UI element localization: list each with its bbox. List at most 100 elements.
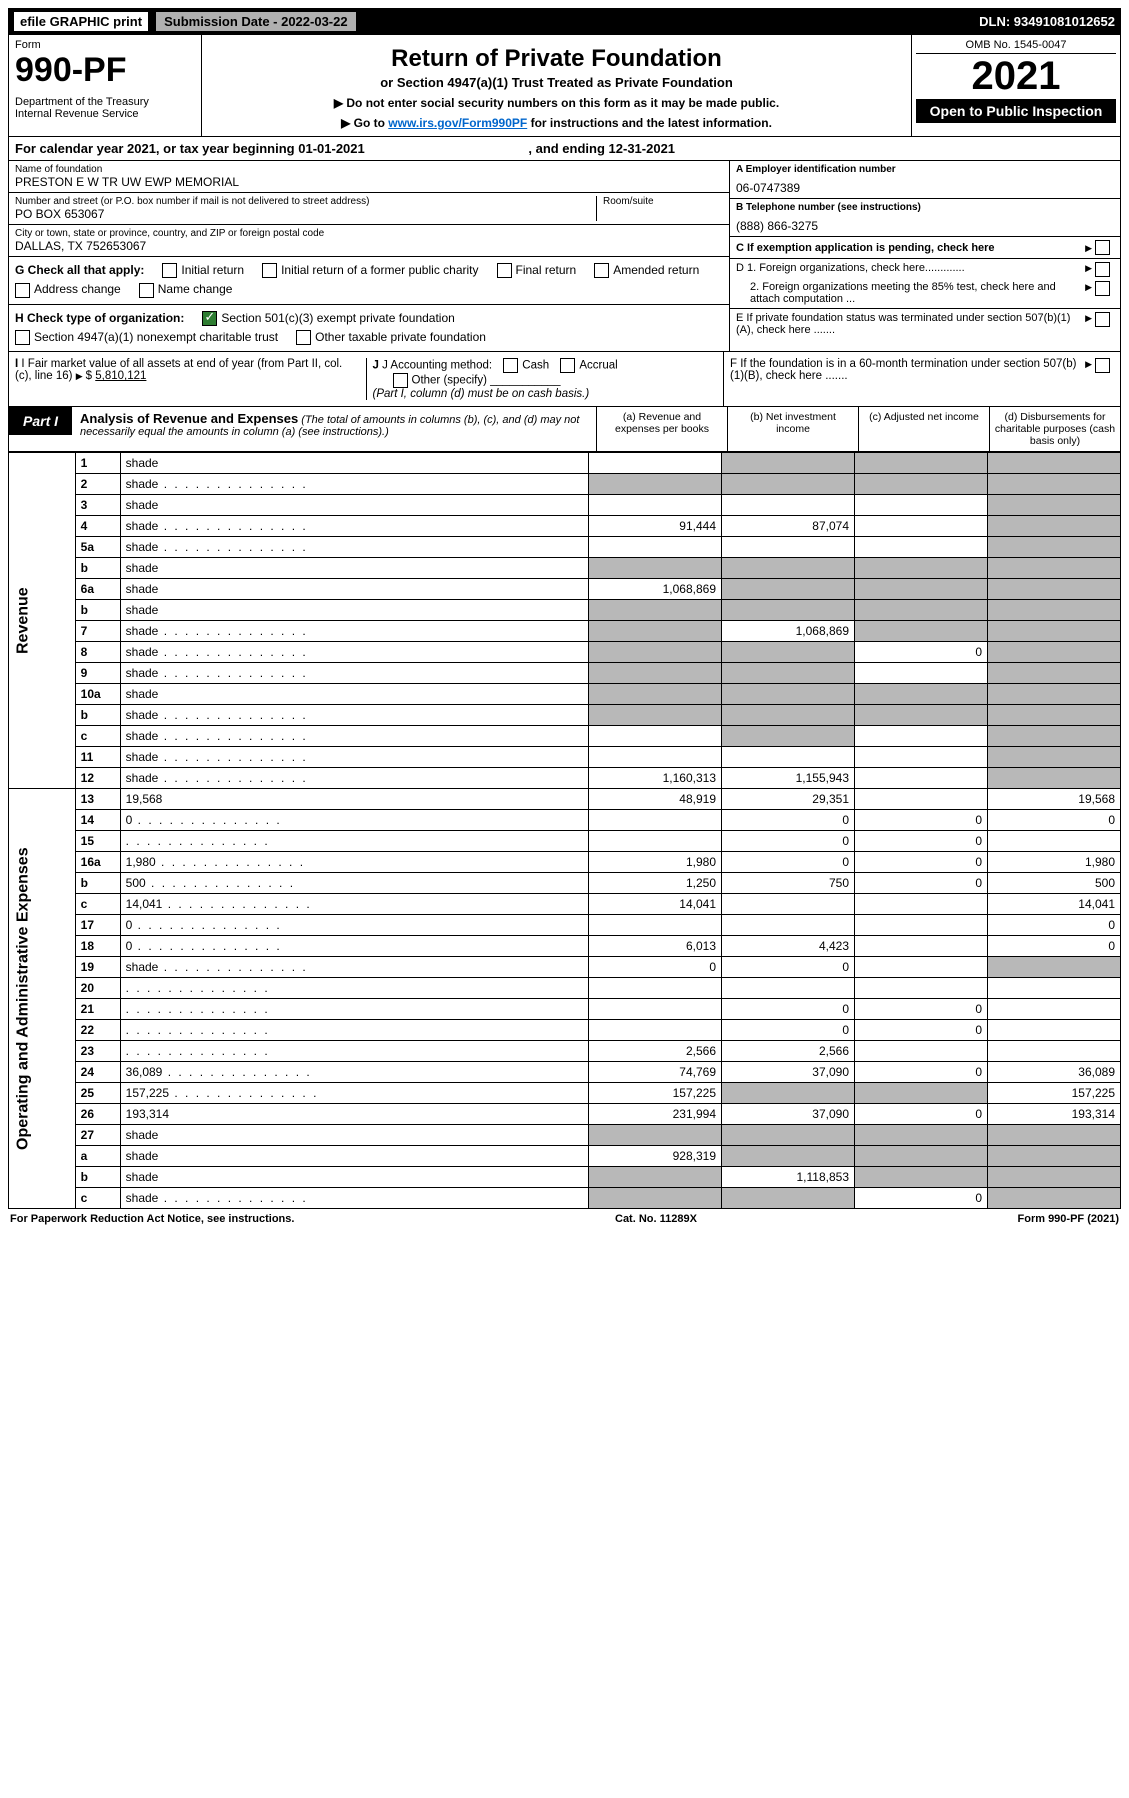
cell-b: 37,090 xyxy=(722,1104,855,1125)
table-row: 232,5662,566 xyxy=(9,1041,1121,1062)
row-number: 11 xyxy=(75,747,120,768)
cell-c xyxy=(855,621,988,642)
part1-label: Part I xyxy=(9,407,72,435)
cell-c xyxy=(855,936,988,957)
row-number: 6a xyxy=(75,579,120,600)
g-initial-former[interactable]: Initial return of a former public charit… xyxy=(262,263,478,278)
cell-b xyxy=(722,537,855,558)
header-left: Form 990-PF Department of the Treasury I… xyxy=(9,35,202,136)
cell-b: 0 xyxy=(722,957,855,978)
cell-d xyxy=(988,999,1121,1020)
table-row: cshade0 xyxy=(9,1188,1121,1209)
cell-d xyxy=(988,663,1121,684)
cell-a: 74,769 xyxy=(589,1062,722,1083)
table-row: 1806,0134,4230 xyxy=(9,936,1121,957)
cell-b xyxy=(722,1125,855,1146)
cell-c xyxy=(855,894,988,915)
h-501c3[interactable]: Section 501(c)(3) exempt private foundat… xyxy=(202,311,454,326)
cell-d xyxy=(988,705,1121,726)
cell-a: 91,444 xyxy=(589,516,722,537)
g-amended[interactable]: Amended return xyxy=(594,263,699,278)
j-cell: J J Accounting method: Cash Accrual Othe… xyxy=(367,358,718,400)
h-4947[interactable]: Section 4947(a)(1) nonexempt charitable … xyxy=(15,330,278,345)
ijf-row: I I Fair market value of all assets at e… xyxy=(8,352,1121,407)
row-number: c xyxy=(75,894,120,915)
row-number: 12 xyxy=(75,768,120,789)
g-address[interactable]: Address change xyxy=(15,282,121,297)
j-accrual[interactable] xyxy=(560,358,575,373)
f-checkbox[interactable] xyxy=(1095,358,1110,373)
form-label: Form xyxy=(15,39,195,51)
g-final[interactable]: Final return xyxy=(497,263,577,278)
d1-checkbox[interactable] xyxy=(1095,262,1110,277)
cell-b xyxy=(722,726,855,747)
cell-d xyxy=(988,726,1121,747)
cell-d xyxy=(988,831,1121,852)
cell-c: 0 xyxy=(855,1020,988,1041)
cell-a xyxy=(589,747,722,768)
cell-d xyxy=(988,600,1121,621)
entity-info: Name of foundation PRESTON E W TR UW EWP… xyxy=(8,161,1121,352)
cell-d: 500 xyxy=(988,873,1121,894)
header-right: OMB No. 1545-0047 2021 Open to Public In… xyxy=(911,35,1120,136)
table-row: 2436,08974,76937,090036,089 xyxy=(9,1062,1121,1083)
submission-date: Submission Date - 2022-03-22 xyxy=(156,12,356,31)
row-number: 5a xyxy=(75,537,120,558)
g-initial[interactable]: Initial return xyxy=(162,263,244,278)
cell-d: 157,225 xyxy=(988,1083,1121,1104)
cell-b xyxy=(722,1083,855,1104)
h-other[interactable]: Other taxable private foundation xyxy=(296,330,486,345)
row-desc xyxy=(120,999,588,1020)
footer-left: For Paperwork Reduction Act Notice, see … xyxy=(10,1213,294,1225)
cell-b: 1,068,869 xyxy=(722,621,855,642)
cell-d xyxy=(988,1167,1121,1188)
table-row: 3shade xyxy=(9,495,1121,516)
footer-mid: Cat. No. 11289X xyxy=(615,1213,697,1225)
cell-b: 0 xyxy=(722,831,855,852)
row-desc: 1,980 xyxy=(120,852,588,873)
col-headers: (a) Revenue and expenses per books (b) N… xyxy=(596,407,1120,451)
row-number: 7 xyxy=(75,621,120,642)
cell-c xyxy=(855,1146,988,1167)
col-b: (b) Net investment income xyxy=(727,407,858,451)
cell-c: 0 xyxy=(855,852,988,873)
j-cash[interactable] xyxy=(503,358,518,373)
instr-1: ▶ Do not enter social security numbers o… xyxy=(208,96,905,110)
row-desc: shade xyxy=(120,600,588,621)
cell-a xyxy=(589,474,722,495)
open-public: Open to Public Inspection xyxy=(916,99,1116,123)
e-checkbox[interactable] xyxy=(1095,312,1110,327)
d2-checkbox[interactable] xyxy=(1095,281,1110,296)
c-checkbox[interactable] xyxy=(1095,240,1110,255)
cell-d xyxy=(988,495,1121,516)
g-name[interactable]: Name change xyxy=(139,282,233,297)
row-number: c xyxy=(75,1188,120,1209)
row-desc: 19,568 xyxy=(120,789,588,810)
calendar-year-row: For calendar year 2021, or tax year begi… xyxy=(8,137,1121,161)
cell-b: 2,566 xyxy=(722,1041,855,1062)
table-row: 12shade1,160,3131,155,943 xyxy=(9,768,1121,789)
cell-a: 6,013 xyxy=(589,936,722,957)
row-desc: shade xyxy=(120,768,588,789)
row-desc: 157,225 xyxy=(120,1083,588,1104)
row-number: 23 xyxy=(75,1041,120,1062)
cell-c: 0 xyxy=(855,1062,988,1083)
table-row: b5001,2507500500 xyxy=(9,873,1121,894)
row-number: 22 xyxy=(75,1020,120,1041)
form990pf-link[interactable]: www.irs.gov/Form990PF xyxy=(388,116,527,130)
row-desc: shade xyxy=(120,726,588,747)
cell-a xyxy=(589,621,722,642)
cell-a xyxy=(589,705,722,726)
cell-d xyxy=(988,957,1121,978)
c-cell: C If exemption application is pending, c… xyxy=(730,237,1120,259)
row-desc xyxy=(120,1041,588,1062)
row-number: b xyxy=(75,1167,120,1188)
table-row: 5ashade xyxy=(9,537,1121,558)
cell-d xyxy=(988,1188,1121,1209)
row-desc: shade xyxy=(120,495,588,516)
row-number: 4 xyxy=(75,516,120,537)
cell-a: 157,225 xyxy=(589,1083,722,1104)
j-other[interactable] xyxy=(393,373,408,388)
row-number: 3 xyxy=(75,495,120,516)
cell-d: 14,041 xyxy=(988,894,1121,915)
